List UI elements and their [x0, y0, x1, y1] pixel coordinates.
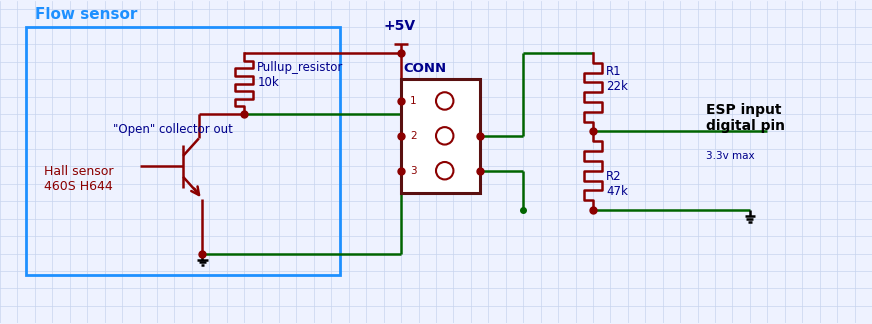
- Text: ESP input
digital pin: ESP input digital pin: [706, 103, 786, 133]
- Text: Hall sensor
460S H644: Hall sensor 460S H644: [44, 166, 113, 193]
- Text: 2: 2: [410, 131, 417, 141]
- Circle shape: [436, 127, 453, 145]
- Text: Flow sensor: Flow sensor: [35, 7, 137, 22]
- Bar: [26, 27, 340, 275]
- Text: R1
22k: R1 22k: [606, 65, 628, 93]
- Circle shape: [436, 162, 453, 179]
- Text: 3.3v max: 3.3v max: [706, 151, 755, 161]
- Text: "Open" collector out: "Open" collector out: [113, 123, 233, 136]
- Text: 3: 3: [410, 166, 417, 176]
- Bar: [401, 79, 480, 192]
- Text: CONN: CONN: [404, 62, 446, 75]
- Text: +5V: +5V: [384, 19, 416, 33]
- Text: 1: 1: [410, 96, 417, 106]
- Text: Pullup_resistor
10k: Pullup_resistor 10k: [257, 61, 344, 89]
- Text: R2
47k: R2 47k: [606, 170, 628, 198]
- Circle shape: [436, 92, 453, 110]
